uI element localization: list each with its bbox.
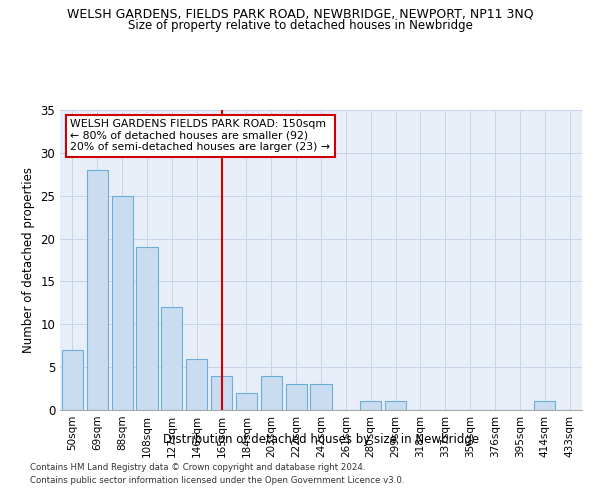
Text: WELSH GARDENS FIELDS PARK ROAD: 150sqm
← 80% of detached houses are smaller (92): WELSH GARDENS FIELDS PARK ROAD: 150sqm ←… xyxy=(70,119,331,152)
Text: Contains HM Land Registry data © Crown copyright and database right 2024.: Contains HM Land Registry data © Crown c… xyxy=(30,464,365,472)
Bar xyxy=(310,384,332,410)
Bar xyxy=(87,170,108,410)
Text: Size of property relative to detached houses in Newbridge: Size of property relative to detached ho… xyxy=(128,18,472,32)
Bar xyxy=(286,384,307,410)
Bar xyxy=(385,402,406,410)
Bar xyxy=(62,350,83,410)
Bar xyxy=(161,307,182,410)
Bar xyxy=(360,402,381,410)
Bar xyxy=(211,376,232,410)
Y-axis label: Number of detached properties: Number of detached properties xyxy=(22,167,35,353)
Text: Contains public sector information licensed under the Open Government Licence v3: Contains public sector information licen… xyxy=(30,476,404,485)
Text: Distribution of detached houses by size in Newbridge: Distribution of detached houses by size … xyxy=(163,432,479,446)
Bar xyxy=(236,393,257,410)
Bar xyxy=(112,196,133,410)
Text: WELSH GARDENS, FIELDS PARK ROAD, NEWBRIDGE, NEWPORT, NP11 3NQ: WELSH GARDENS, FIELDS PARK ROAD, NEWBRID… xyxy=(67,8,533,20)
Bar xyxy=(261,376,282,410)
Bar xyxy=(136,247,158,410)
Bar xyxy=(534,402,555,410)
Bar xyxy=(186,358,207,410)
